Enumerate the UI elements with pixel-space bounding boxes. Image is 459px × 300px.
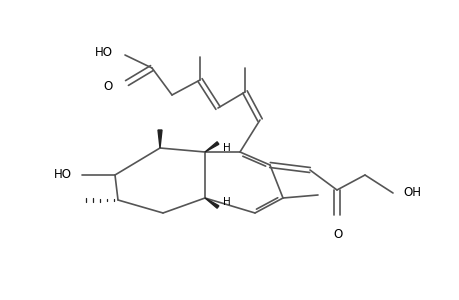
Polygon shape bbox=[205, 142, 218, 152]
Text: H: H bbox=[223, 143, 230, 153]
Text: OH: OH bbox=[402, 187, 420, 200]
Text: O: O bbox=[333, 228, 342, 241]
Polygon shape bbox=[157, 130, 162, 148]
Text: HO: HO bbox=[54, 169, 72, 182]
Text: H: H bbox=[223, 197, 230, 207]
Text: O: O bbox=[104, 80, 113, 92]
Text: HO: HO bbox=[95, 46, 113, 59]
Polygon shape bbox=[205, 198, 218, 208]
